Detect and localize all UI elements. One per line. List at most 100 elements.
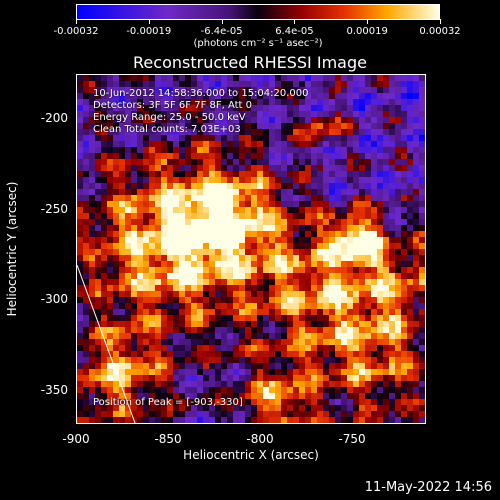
heatmap-cell	[197, 327, 204, 334]
heatmap-cell	[419, 111, 425, 118]
heatmap-cell	[413, 417, 420, 423]
heatmap-cell	[137, 333, 144, 340]
heatmap-cell	[395, 369, 402, 376]
heatmap-cell	[389, 285, 396, 292]
heatmap-cell	[299, 93, 306, 100]
heatmap-cell	[407, 285, 414, 292]
heatmap-cell	[251, 111, 258, 118]
heatmap-cell	[233, 237, 240, 244]
heatmap-cell	[347, 201, 354, 208]
y-tick-label: -200	[40, 111, 68, 125]
heatmap-cell	[407, 375, 414, 382]
heatmap-cell	[227, 417, 234, 423]
heatmap-cell	[227, 105, 234, 112]
heatmap-cell	[119, 171, 126, 178]
heatmap-cell	[137, 183, 144, 190]
heatmap-cell	[131, 309, 138, 316]
heatmap-cell	[293, 153, 300, 160]
heatmap-cell	[275, 243, 282, 250]
heatmap-cell	[215, 135, 222, 142]
heatmap-cell	[335, 273, 342, 280]
heatmap-cell	[221, 93, 228, 100]
heatmap-cell	[143, 147, 150, 154]
heatmap-cell	[179, 93, 186, 100]
heatmap-cell	[347, 87, 354, 94]
heatmap-cell	[95, 189, 102, 196]
heatmap-cell	[383, 357, 390, 364]
heatmap-cell	[233, 393, 240, 400]
heatmap-cell	[203, 375, 210, 382]
heatmap-cell	[275, 225, 282, 232]
heatmap-cell	[173, 165, 180, 172]
heatmap-cell	[299, 261, 306, 268]
heatmap-cell	[251, 315, 258, 322]
heatmap-cell	[251, 135, 258, 142]
heatmap-cell	[365, 165, 372, 172]
heatmap-cell	[227, 171, 234, 178]
heatmap-cell	[269, 381, 276, 388]
heatmap-cell	[353, 249, 360, 256]
heatmap-cell	[143, 303, 150, 310]
heatmap-cell	[341, 303, 348, 310]
heatmap-cell	[137, 123, 144, 130]
heatmap-cell	[149, 399, 156, 406]
heatmap-cell	[407, 171, 414, 178]
heatmap-cell	[119, 399, 126, 406]
heatmap-cell	[83, 159, 90, 166]
heatmap-cell	[161, 135, 168, 142]
heatmap-cell	[383, 177, 390, 184]
heatmap-cell	[83, 111, 90, 118]
heatmap-cell	[215, 309, 222, 316]
heatmap-cell	[221, 183, 228, 190]
heatmap-cell	[155, 315, 162, 322]
heatmap-cell	[221, 327, 228, 334]
heatmap-cell	[233, 321, 240, 328]
heatmap-cell	[383, 243, 390, 250]
heatmap-cell	[419, 93, 425, 100]
heatmap-cell	[287, 225, 294, 232]
heatmap-cell	[245, 153, 252, 160]
heatmap-cell	[245, 177, 252, 184]
heatmap-cell	[185, 369, 192, 376]
heatmap-cell	[341, 417, 348, 423]
heatmap-cell	[371, 81, 378, 88]
heatmap-cell	[269, 273, 276, 280]
heatmap-cell	[359, 129, 366, 136]
heatmap-cell	[167, 213, 174, 220]
heatmap-cell	[233, 345, 240, 352]
heatmap-cell	[317, 381, 324, 388]
heatmap-cell	[389, 357, 396, 364]
heatmap-cell	[143, 399, 150, 406]
heatmap-cell	[95, 285, 102, 292]
heatmap-cell	[131, 207, 138, 214]
heatmap-cell	[215, 267, 222, 274]
heatmap-cell	[95, 111, 102, 118]
heatmap-cell	[323, 309, 330, 316]
heatmap-cell	[329, 411, 336, 418]
heatmap-cell	[263, 327, 270, 334]
heatmap-cell	[341, 273, 348, 280]
heatmap-cell	[107, 417, 114, 423]
heatmap-cell	[353, 321, 360, 328]
heatmap-cell	[161, 75, 168, 82]
heatmap-cell	[197, 393, 204, 400]
heatmap-cell	[383, 189, 390, 196]
heatmap-cell	[257, 195, 264, 202]
heatmap-cell	[263, 207, 270, 214]
heatmap-cell	[137, 141, 144, 148]
heatmap-cell	[329, 387, 336, 394]
heatmap-cell	[311, 345, 318, 352]
heatmap-cell	[125, 153, 132, 160]
heatmap-cell	[389, 369, 396, 376]
heatmap-cell	[287, 399, 294, 406]
heatmap-cell	[245, 129, 252, 136]
heatmap-cell	[323, 207, 330, 214]
heatmap-cell	[371, 381, 378, 388]
heatmap-cell	[77, 327, 84, 334]
heatmap-cell	[401, 123, 408, 130]
heatmap-cell	[275, 153, 282, 160]
heatmap-cell	[347, 195, 354, 202]
heatmap-cell	[419, 165, 425, 172]
heatmap-cell	[119, 249, 126, 256]
heatmap-cell	[311, 255, 318, 262]
